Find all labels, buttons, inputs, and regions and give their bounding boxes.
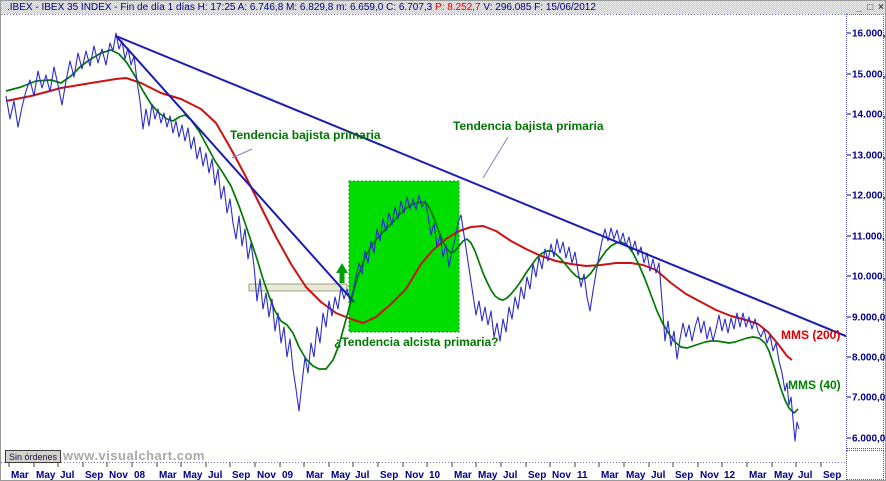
x-axis-label: May — [478, 470, 498, 481]
x-axis-label: Nov — [700, 470, 719, 481]
x-axis-label: Mar — [11, 470, 29, 481]
x-axis-label: Sep — [675, 470, 693, 481]
x-axis-label: Sep — [823, 470, 841, 481]
y-axis-label: 7.000,0 — [852, 393, 886, 404]
title-position-value: P: 8.252,7 — [435, 2, 481, 13]
series-mms-200- — [5, 77, 793, 361]
x-axis-label: Jul — [208, 470, 223, 481]
x-axis-label: Mar — [306, 470, 324, 481]
minimize-icon[interactable]: _ — [856, 1, 863, 13]
x-axis-label: Jul — [651, 470, 666, 481]
x-axis-label: Mar — [159, 470, 177, 481]
x-axis-label: Nov — [552, 470, 571, 481]
y-axis-label: 11.000,0 — [852, 232, 886, 243]
x-axis-label: Jul — [503, 470, 518, 481]
x-axis-label: May — [774, 470, 794, 481]
x-axis-label: Mar — [601, 470, 619, 481]
y-axis-label: 15.000,0 — [852, 70, 886, 81]
y-axis-label: 6.000,0 — [852, 434, 886, 445]
x-axis-label: Jul — [355, 470, 370, 481]
series-mms-40- — [5, 49, 799, 414]
support-band[interactable] — [248, 283, 348, 292]
x-axis-label: May — [626, 470, 646, 481]
annotation-tendencia-bajista-2[interactable]: Tendencia bajista primaria — [453, 119, 604, 133]
x-axis-label: 10 — [429, 470, 441, 481]
y-axis-label: 13.000,0 — [852, 151, 886, 162]
annotation-mms-200-label[interactable]: MMS (200) — [781, 328, 841, 342]
title-volume-date: V: 296.085 F: 15/06/2012 — [480, 2, 596, 13]
title-bar[interactable]: .IBEX - IBEX 35 INDEX - Fin de día 1 día… — [1, 1, 885, 14]
highlight-box-green[interactable] — [348, 180, 460, 333]
annotation-tendencia-alcista[interactable]: ¿Tendencia alcista primaria? — [334, 335, 499, 349]
x-axis-label: Jul — [798, 470, 813, 481]
trendline-2[interactable] — [115, 35, 355, 303]
x-axis-label: May — [183, 470, 203, 481]
visualchart-watermark: www.visualchart.com — [63, 448, 205, 463]
x-axis-label: Nov — [257, 470, 276, 481]
x-axis-label: Sep — [528, 470, 546, 481]
x-axis-label: 09 — [282, 470, 294, 481]
y-axis-label: 8.000,0 — [852, 353, 886, 364]
x-axis-label: Mar — [749, 470, 767, 481]
y-axis-label: 16.000,0 — [852, 29, 886, 40]
maximize-icon[interactable]: □ — [867, 1, 874, 13]
x-axis-label: Sep — [232, 470, 250, 481]
x-axis-label: Sep — [85, 470, 103, 481]
y-axis-label: 9.000,0 — [852, 313, 886, 324]
annotation-mms-40-label[interactable]: MMS (40) — [788, 378, 841, 392]
x-axis-label: May — [331, 470, 351, 481]
sin-ordenes-button[interactable]: Sin órdenes — [5, 450, 62, 463]
x-axis-label: Nov — [109, 470, 128, 481]
up-arrow-icon[interactable] — [336, 263, 348, 283]
chart-title: .IBEX - IBEX 35 INDEX - Fin de día 1 día… — [7, 2, 596, 13]
title-instrument-and-quotes: .IBEX - IBEX 35 INDEX - Fin de día 1 día… — [7, 2, 436, 13]
x-axis-label: Jul — [60, 470, 75, 481]
annotation-pointer-2 — [231, 148, 253, 159]
trendline-1[interactable] — [115, 35, 853, 339]
window-controls: _ □ × — [857, 1, 884, 14]
x-axis-label: May — [36, 470, 56, 481]
x-axis-label: Nov — [405, 470, 424, 481]
axis-corner-box — [846, 450, 884, 480]
annotation-pointer-1 — [482, 136, 509, 179]
price-axis-panel[interactable] — [846, 14, 884, 449]
x-axis-label: 08 — [134, 470, 146, 481]
close-icon[interactable]: × — [878, 1, 884, 13]
y-axis-label: 14.000,0 — [852, 110, 886, 121]
x-axis-label: 12 — [724, 470, 736, 481]
series-ibex-35-close — [5, 32, 800, 442]
y-axis-label: 12.000,0 — [852, 191, 886, 202]
x-axis-label: Mar — [454, 470, 472, 481]
annotation-tendencia-bajista-1[interactable]: Tendencia bajista primaria — [230, 128, 381, 142]
x-axis-label: Sep — [380, 470, 398, 481]
y-axis-label: 10.000,0 — [852, 272, 886, 283]
x-axis-label: 11 — [577, 470, 588, 481]
